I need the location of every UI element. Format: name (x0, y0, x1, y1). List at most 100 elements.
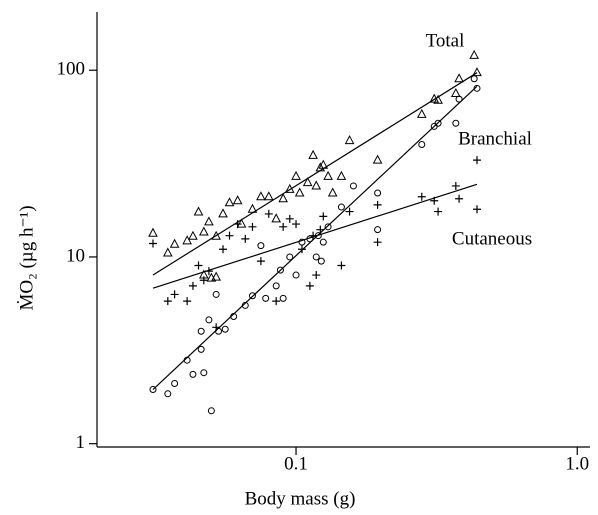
triangle-point (198, 226, 209, 236)
triangle-point (182, 235, 192, 245)
circle-point (248, 292, 256, 300)
plus-point (292, 220, 301, 229)
triangle-point (344, 135, 355, 145)
plus-point (373, 238, 382, 247)
plus-point (345, 207, 354, 216)
triangle-point (450, 87, 461, 98)
circle-point (374, 189, 382, 197)
circle-point (312, 253, 320, 261)
plus-point (319, 212, 328, 221)
plus-point (279, 222, 288, 231)
y-axis-label: ṀO₂ (µg h⁻¹) (16, 205, 37, 310)
plus-point (316, 225, 325, 234)
y-tick-label: 1 (76, 432, 86, 453)
plus-point (256, 257, 265, 266)
triangle-point (294, 187, 305, 197)
plus-point (297, 245, 306, 254)
plus-point (225, 231, 234, 240)
circle-point (279, 294, 287, 302)
plus-point (264, 209, 273, 218)
circle-point (207, 407, 215, 415)
plus-point (148, 239, 157, 248)
triangle-point (169, 238, 180, 248)
plus-point (170, 290, 179, 299)
triangle-point (302, 177, 313, 187)
triangle-point (162, 247, 173, 257)
circle-point (298, 238, 306, 246)
circle-point (221, 325, 229, 333)
plus-point (305, 281, 314, 290)
triangle-point (433, 94, 443, 104)
circle-point (374, 226, 382, 234)
regression-line (152, 72, 478, 276)
triangle-point (469, 49, 480, 59)
triangle-point (308, 149, 318, 159)
triangle-point (323, 170, 333, 180)
plus-point (248, 222, 257, 231)
triangle-point (278, 193, 288, 203)
circle-point (418, 141, 426, 149)
plus-point (285, 214, 294, 223)
triangle-point (211, 230, 222, 240)
triangle-point (236, 218, 247, 228)
x-tick-label: 1.0 (565, 453, 589, 474)
plus-point (163, 297, 172, 306)
x-tick-label: 0.1 (284, 453, 308, 474)
circle-point (349, 182, 357, 190)
plus-point (183, 297, 192, 306)
circle-point (455, 95, 463, 103)
y-tick-label: 10 (66, 245, 85, 266)
triangle-point (148, 227, 158, 237)
circle-point (262, 294, 270, 302)
circle-point (212, 290, 220, 298)
circle-point (337, 203, 345, 211)
circle-point (452, 119, 460, 127)
regression-line (152, 85, 478, 390)
plus-point (272, 297, 281, 306)
triangle-point (311, 180, 322, 190)
plus-point (199, 276, 208, 285)
plus-point (472, 156, 481, 165)
plus-point (241, 234, 250, 243)
plus-point (233, 220, 242, 229)
triangle-point (232, 195, 243, 205)
regression-line (152, 183, 478, 289)
series-label: Branchial (458, 128, 532, 149)
circle-point (276, 266, 284, 274)
triangle-point (416, 108, 427, 118)
triangle-point (224, 197, 235, 207)
plus-point (219, 245, 228, 254)
triangle-point (211, 271, 222, 281)
circle-point (434, 119, 442, 127)
triangle-point (193, 206, 204, 216)
triangle-point (263, 191, 274, 201)
circle-point (197, 327, 205, 335)
triangle-point (327, 187, 338, 197)
triangle-point (204, 216, 214, 226)
triangle-point (188, 230, 198, 240)
triangle-point (256, 191, 266, 201)
circle-point (164, 390, 172, 398)
plus-point (451, 181, 460, 190)
triangle-point (472, 67, 482, 77)
plus-point (212, 323, 221, 332)
series-label: Cutaneous (452, 228, 532, 249)
y-tick-label: 100 (57, 59, 86, 80)
triangle-point (291, 170, 301, 180)
circle-point (317, 257, 325, 265)
plus-point (455, 194, 464, 203)
plus-point (417, 192, 426, 201)
triangle-point (454, 73, 464, 83)
plus-point (188, 281, 197, 290)
circle-point (205, 316, 213, 324)
plus-point (312, 271, 321, 280)
circle-point (286, 253, 294, 261)
plus-point (472, 205, 481, 214)
plus-point (194, 261, 203, 270)
plus-point (434, 207, 443, 216)
triangle-point (336, 170, 347, 180)
plus-point (373, 200, 382, 209)
circle-point (292, 271, 300, 279)
series-label: Total (426, 30, 465, 51)
triangle-point (271, 213, 282, 223)
